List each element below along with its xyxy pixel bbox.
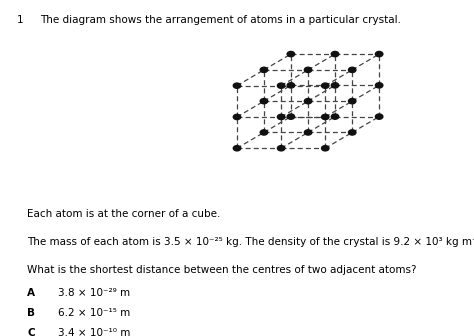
Text: 3.8 × 10⁻²⁹ m: 3.8 × 10⁻²⁹ m (58, 288, 130, 298)
Circle shape (287, 83, 295, 88)
Text: A: A (27, 288, 35, 298)
Circle shape (331, 114, 339, 119)
Circle shape (348, 67, 356, 73)
Text: Each atom is at the corner of a cube.: Each atom is at the corner of a cube. (27, 209, 220, 219)
Circle shape (375, 51, 383, 57)
Circle shape (277, 83, 285, 88)
Circle shape (375, 83, 383, 88)
Text: 1: 1 (16, 15, 23, 25)
Circle shape (260, 67, 268, 73)
Text: C: C (27, 328, 35, 336)
Circle shape (331, 51, 339, 57)
Circle shape (331, 83, 339, 88)
Circle shape (321, 83, 329, 88)
Text: What is the shortest distance between the centres of two adjacent atoms?: What is the shortest distance between th… (27, 265, 417, 275)
Circle shape (375, 114, 383, 119)
Circle shape (287, 114, 295, 119)
Text: B: B (27, 308, 35, 318)
Circle shape (233, 145, 241, 151)
Text: 3.4 × 10⁻¹⁰ m: 3.4 × 10⁻¹⁰ m (58, 328, 130, 336)
Text: The diagram shows the arrangement of atoms in a particular crystal.: The diagram shows the arrangement of ato… (39, 15, 401, 25)
Text: The mass of each atom is 3.5 × 10⁻²⁵ kg. The density of the crystal is 9.2 × 10³: The mass of each atom is 3.5 × 10⁻²⁵ kg.… (27, 237, 474, 247)
Circle shape (348, 130, 356, 135)
Text: 6.2 × 10⁻¹⁵ m: 6.2 × 10⁻¹⁵ m (58, 308, 130, 318)
Circle shape (304, 130, 312, 135)
Circle shape (277, 114, 285, 120)
Circle shape (304, 98, 312, 104)
Circle shape (233, 114, 241, 120)
Circle shape (287, 51, 295, 57)
Circle shape (233, 83, 241, 88)
Circle shape (277, 145, 285, 151)
Circle shape (260, 130, 268, 135)
Circle shape (260, 98, 268, 104)
Circle shape (304, 67, 312, 73)
Circle shape (321, 114, 329, 120)
Circle shape (348, 98, 356, 104)
Circle shape (321, 145, 329, 151)
